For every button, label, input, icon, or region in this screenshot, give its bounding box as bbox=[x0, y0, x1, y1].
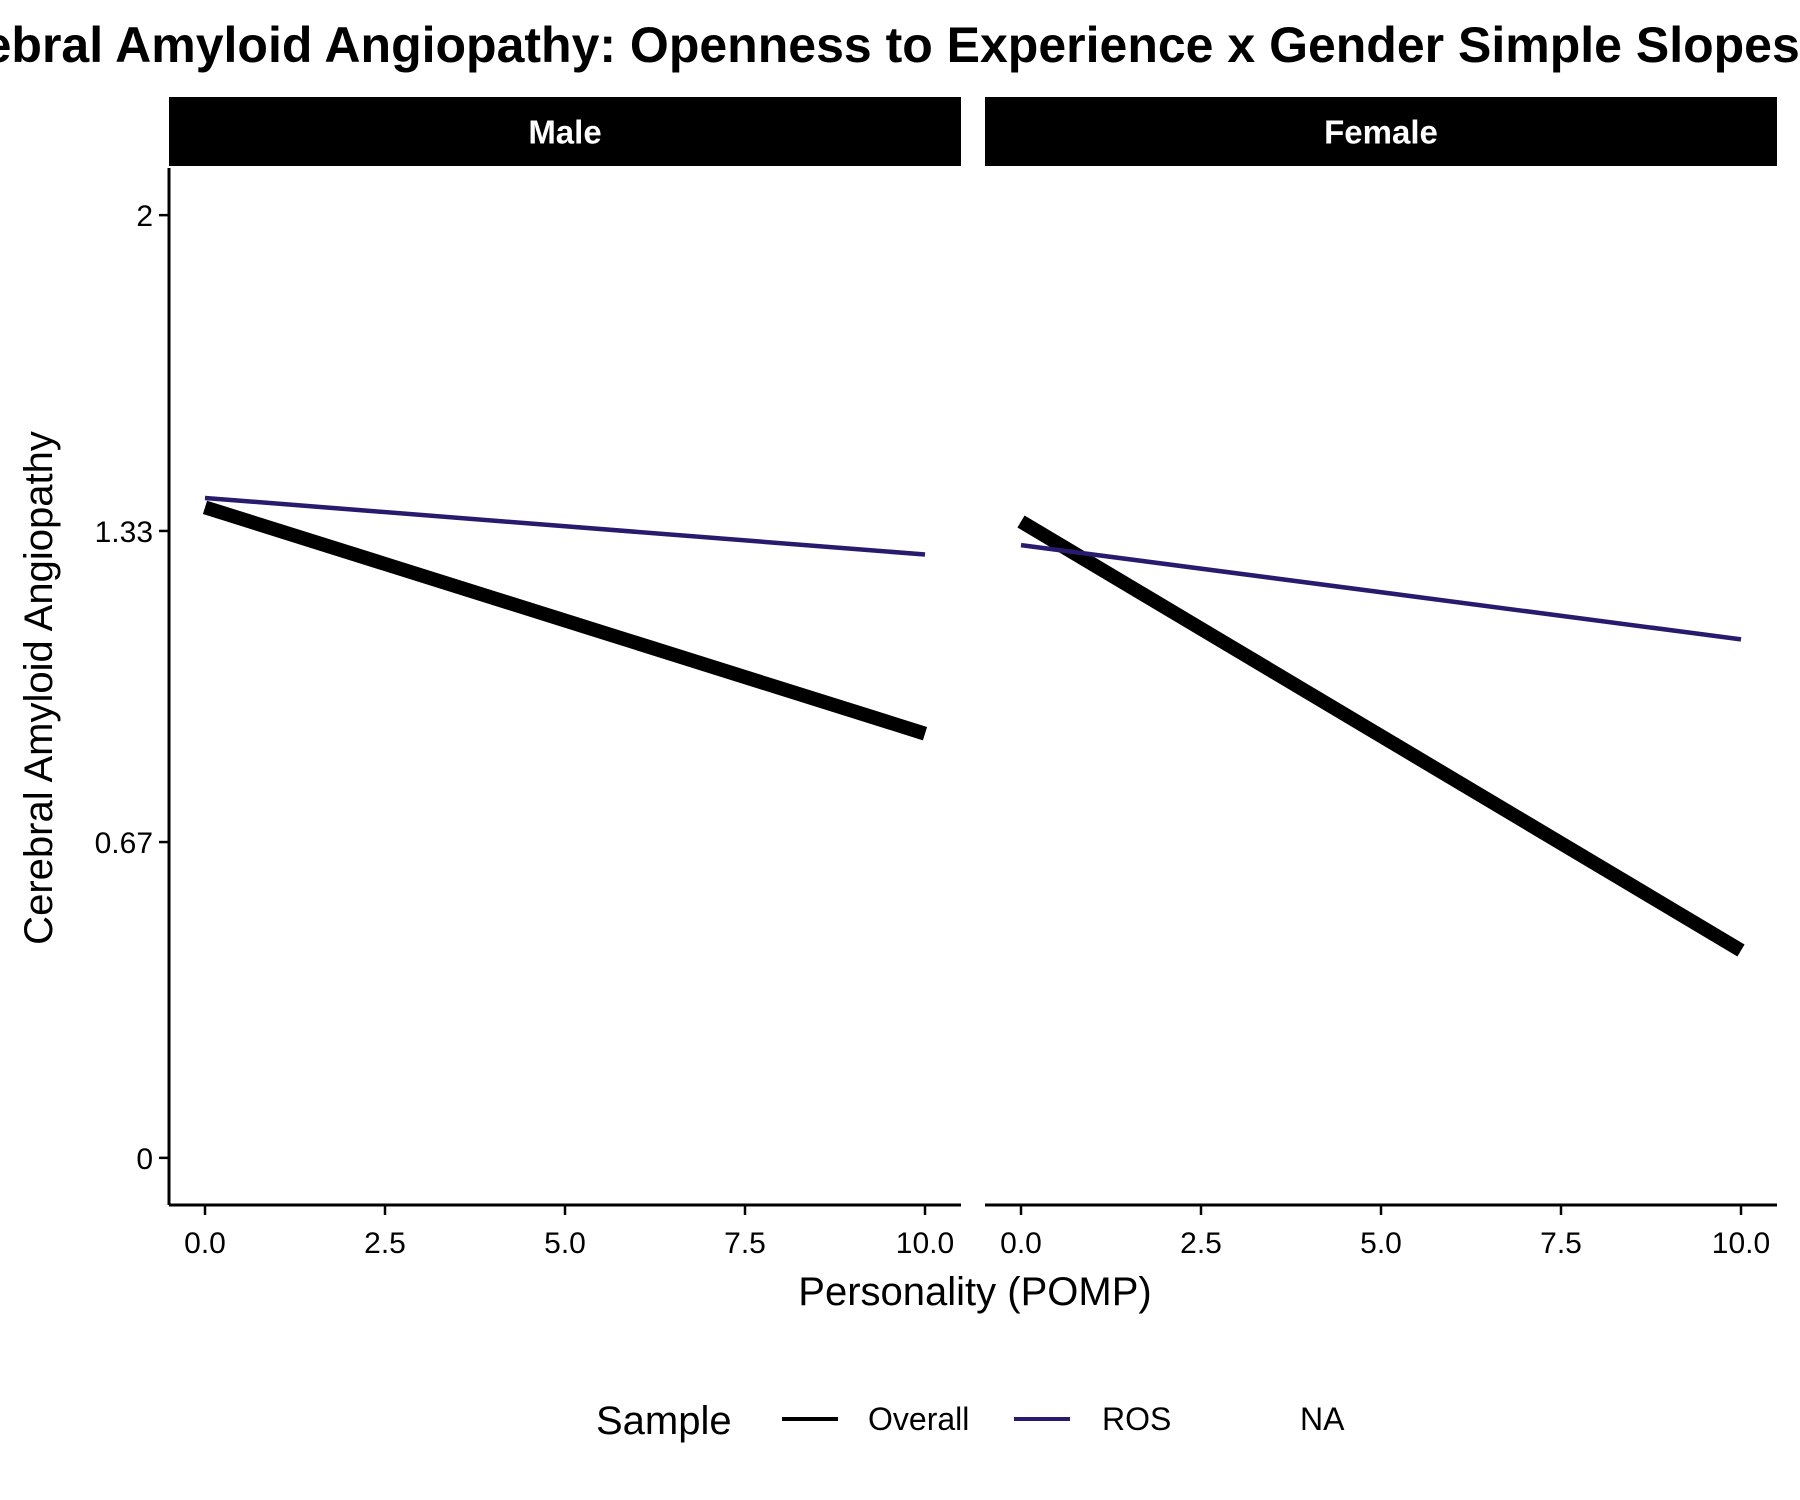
series-line-overall bbox=[1017, 515, 1745, 957]
y-tick-label: 1.33 bbox=[95, 516, 153, 549]
x-tick-label: 2.5 bbox=[364, 1227, 406, 1260]
series-line-ros bbox=[204, 495, 926, 557]
y-axis-title: Cerebral Amyloid Angiopathy bbox=[17, 431, 61, 945]
legend: Sample Overall ROS NA bbox=[596, 1399, 1345, 1443]
legend-label-ros: ROS bbox=[1102, 1401, 1171, 1437]
panel-male: Male 0.0 2.5 5.0 7.5 10.0 0 0.67 1.33 2 bbox=[95, 97, 961, 1260]
legend-label-overall: Overall bbox=[868, 1401, 969, 1437]
x-tick-label: 10.0 bbox=[1712, 1227, 1770, 1260]
legend-label-na: NA bbox=[1300, 1401, 1345, 1437]
facet-strip-label: Female bbox=[1324, 114, 1438, 151]
legend-title: Sample bbox=[596, 1399, 732, 1443]
x-tick-label: 7.5 bbox=[724, 1227, 766, 1260]
x-tick-label: 0.0 bbox=[1000, 1227, 1042, 1260]
y-tick-label: 0 bbox=[136, 1143, 153, 1176]
x-axis-title: Personality (POMP) bbox=[798, 1270, 1151, 1314]
panel-female: Female 0.0 2.5 5.0 7.5 10.0 bbox=[985, 97, 1777, 1260]
facet-strip bbox=[169, 97, 961, 166]
chart-title: Cerebral Amyloid Angiopathy: Openness to… bbox=[0, 17, 1800, 73]
x-tick-label: 10.0 bbox=[896, 1227, 954, 1260]
x-tick-label: 2.5 bbox=[1180, 1227, 1222, 1260]
y-tick-label: 0.67 bbox=[95, 827, 153, 860]
facet-strip bbox=[985, 97, 1777, 166]
x-tick-label: 7.5 bbox=[1540, 1227, 1582, 1260]
series-line-ros bbox=[1020, 542, 1742, 642]
y-tick-label: 2 bbox=[136, 200, 153, 233]
facet-panels: Male 0.0 2.5 5.0 7.5 10.0 0 0.67 1.33 2 Female 0.0 2… bbox=[95, 97, 1777, 1260]
facet-strip-label: Male bbox=[528, 114, 601, 151]
x-tick-label: 0.0 bbox=[184, 1227, 226, 1260]
series-line-overall bbox=[202, 500, 928, 741]
x-tick-label: 5.0 bbox=[544, 1227, 586, 1260]
x-tick-label: 5.0 bbox=[1360, 1227, 1402, 1260]
